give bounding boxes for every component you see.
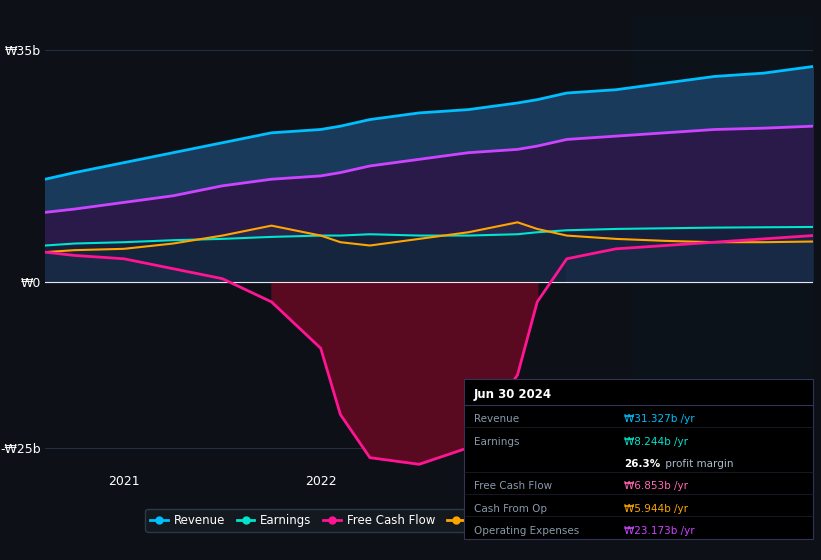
Text: ₩5.944b /yr: ₩5.944b /yr [624,503,688,514]
Text: ₩23.173b /yr: ₩23.173b /yr [624,526,695,536]
Text: Jun 30 2024: Jun 30 2024 [474,388,552,402]
Text: Cash From Op: Cash From Op [474,503,547,514]
Text: ₩6.853b /yr: ₩6.853b /yr [624,481,688,491]
Text: Earnings: Earnings [474,437,519,447]
Text: ₩8.244b /yr: ₩8.244b /yr [624,437,688,447]
Legend: Revenue, Earnings, Free Cash Flow, Cash From Op, Operating Expenses: Revenue, Earnings, Free Cash Flow, Cash … [145,509,713,531]
Bar [624,17,640,468]
Text: ₩31.327b /yr: ₩31.327b /yr [624,414,695,424]
Text: Free Cash Flow: Free Cash Flow [474,481,552,491]
Text: profit margin: profit margin [662,459,733,469]
Text: Operating Expenses: Operating Expenses [474,526,579,536]
Text: 26.3%: 26.3% [624,459,660,469]
Bar [631,17,821,468]
Text: Revenue: Revenue [474,414,519,424]
